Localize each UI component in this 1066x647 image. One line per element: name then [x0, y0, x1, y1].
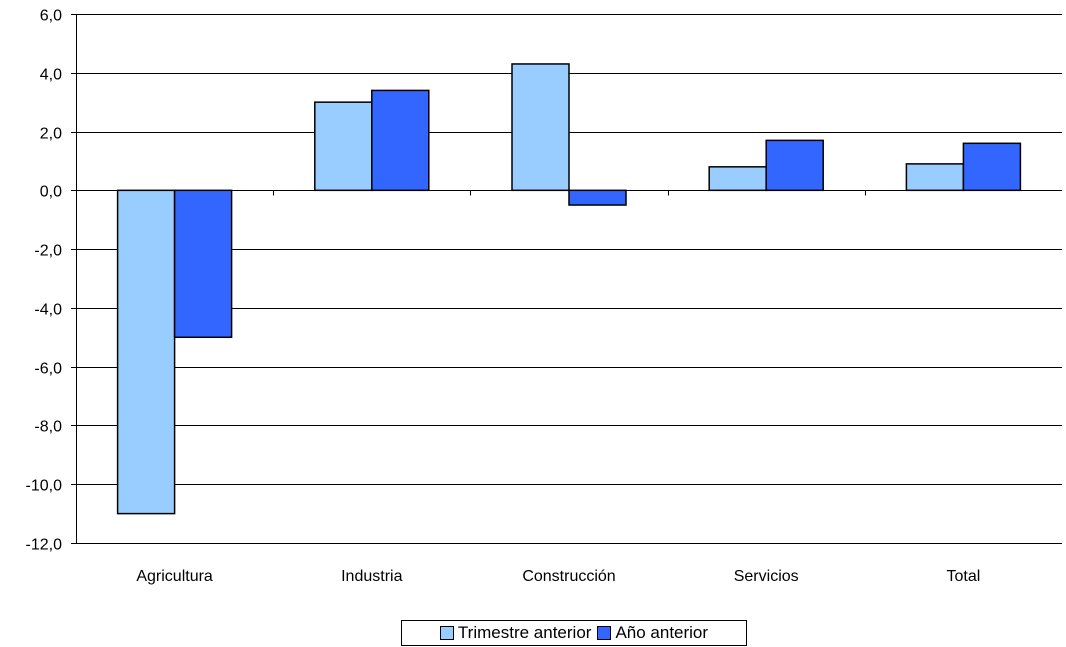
x-tick-labels: Agricultura Industria Construcción Servicio…: [136, 568, 980, 585]
x-tick-label: Construcción: [522, 568, 615, 585]
axes: [71, 14, 866, 544]
y-tick-label: 6,0: [40, 8, 62, 25]
y-tick-label: -10,0: [26, 478, 63, 495]
bar-1-industria: [314, 101, 373, 192]
x-tick-label: Servicios: [734, 568, 799, 585]
legend-label-series-2: Año anterior: [615, 623, 709, 642]
y-tick-label: 0,0: [40, 184, 62, 201]
legend: Trimestre anterior Año anterior: [401, 620, 747, 646]
x-tick-label: Industria: [341, 568, 402, 585]
x-tick-label: Total: [947, 568, 981, 585]
bar-2-total: [962, 142, 1022, 192]
legend-item-series-1: Trimestre anterior: [439, 623, 592, 643]
y-tick-label: -6,0: [34, 361, 62, 378]
bar-1-agricultura: [116, 189, 176, 515]
y-tick-label: -8,0: [34, 419, 62, 436]
y-tick-label: -12,0: [26, 537, 63, 554]
y-tick-label: 2,0: [40, 126, 62, 143]
y-tick-label: 4,0: [40, 67, 62, 84]
legend-item-series-2: Año anterior: [597, 623, 708, 643]
legend-swatch-series-2: [597, 626, 612, 640]
legend-label-series-1: Trimestre anterior: [457, 623, 592, 642]
bar-2-servicios: [765, 139, 824, 192]
bar-1-total: [905, 163, 965, 192]
legend-swatch-series-1: [439, 626, 454, 640]
y-tick-label: -4,0: [34, 302, 62, 319]
y-tick-label: -2,0: [34, 243, 62, 260]
bar-2-industria: [371, 89, 430, 192]
y-tick-labels: 6,0 4,0 2,0 0,0 -2,0 -4,0 -6,0 -8,0 -10,0 -12,0: [26, 8, 63, 554]
bar-1-construcción: [511, 63, 570, 192]
bar-1-servicios: [708, 166, 767, 192]
bars: [116, 63, 1022, 515]
x-tick-label: Agricultura: [136, 568, 213, 585]
gridlines: [76, 14, 1062, 544]
bar-2-agricultura: [173, 189, 233, 339]
bar-2-construcción: [568, 189, 627, 206]
